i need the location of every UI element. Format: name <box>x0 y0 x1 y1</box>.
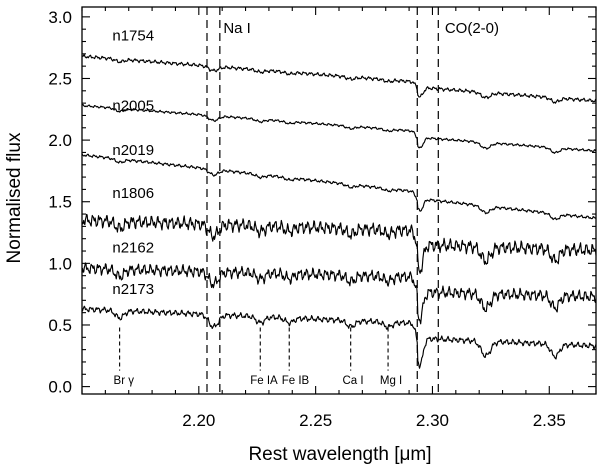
y-axis-label: Normalised flux <box>4 132 25 263</box>
feature-label: Fe IB <box>282 375 310 387</box>
feature-label: Br γ <box>114 375 135 387</box>
spectrum-label: n2173 <box>112 281 154 298</box>
plot-content: 2.20 2.25 2.30 2.35 0.0 0.5 1.0 1.5 2.0 2.5 3.0 Na … <box>48 6 597 430</box>
feature-label: Fe IA <box>250 375 278 387</box>
spectrum-label: n2019 <box>112 142 154 159</box>
spectrum-line <box>81 262 597 325</box>
y-tick-label: 0.0 <box>48 378 72 397</box>
spectrum-line <box>81 153 597 221</box>
spectrum-label: n1754 <box>112 27 154 44</box>
y-tick-label: 1.0 <box>48 254 72 273</box>
spectrum-line <box>81 305 597 369</box>
axes-box <box>81 6 597 395</box>
y-tick-label: 2.5 <box>48 69 72 88</box>
reference-line-label: CO(2-0) <box>445 20 499 37</box>
x-axis-label: Rest wavelength [μm] <box>248 444 431 465</box>
spectrum-line <box>81 213 597 274</box>
x-tick-label: 2.30 <box>416 411 449 430</box>
spectrum-label: n2005 <box>112 98 154 115</box>
spectrum-label: n1806 <box>112 185 154 202</box>
x-tick-label: 2.25 <box>299 411 332 430</box>
spectrum-label: n2162 <box>112 239 154 256</box>
reference-line-label: Na I <box>223 20 251 37</box>
x-tick-label: 2.20 <box>182 411 215 430</box>
y-tick-label: 3.0 <box>48 8 72 27</box>
y-tick-label: 2.0 <box>48 131 72 150</box>
y-tick-label: 0.5 <box>48 316 72 335</box>
feature-label: Ca I <box>343 375 364 387</box>
y-tick-label: 1.5 <box>48 193 72 212</box>
feature-label: Mg I <box>380 375 402 387</box>
spectrum-line <box>81 103 597 154</box>
x-tick-label: 2.35 <box>533 411 566 430</box>
spectrum-line <box>81 54 597 104</box>
